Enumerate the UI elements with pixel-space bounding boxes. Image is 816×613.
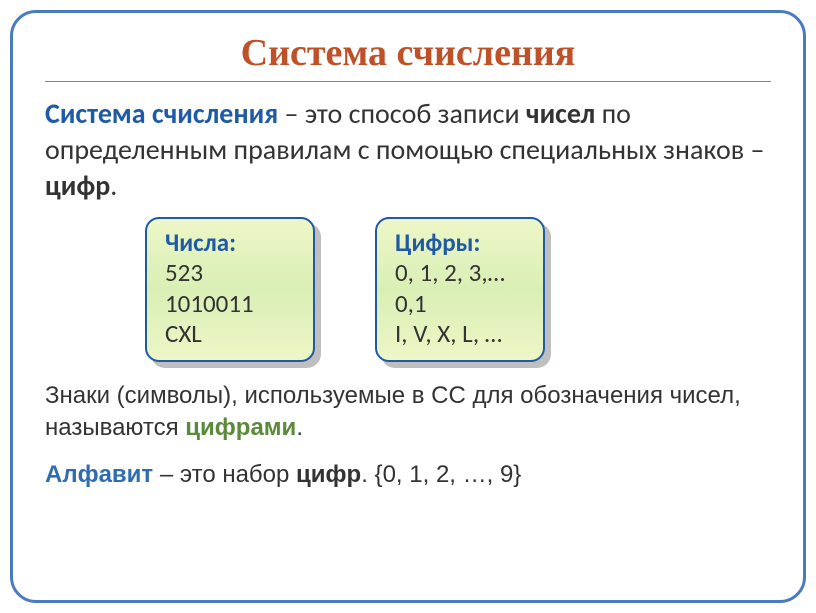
box-digits-line-2: 0,1 (395, 289, 525, 320)
box-digits: Цифры: 0, 1, 2, 3,… 0,1 I, V, X, L, … (375, 217, 545, 362)
definition-emph-2: цифр (45, 168, 110, 203)
alphabet-emph: цифр (296, 461, 361, 488)
alphabet-line: Алфавит – это набор цифр. {0, 1, 2, …, 9… (45, 461, 771, 489)
box-numbers-title: Числа: (165, 227, 295, 258)
box-numbers-line-2: 1010011 (165, 289, 295, 320)
definition-text-1: – это способ записи (278, 96, 526, 131)
alphabet-text-2: . {0, 1, 2, …, 9} (361, 461, 521, 488)
slide-frame: Система счисления Система счисления – эт… (10, 10, 806, 603)
signs-text-2: . (296, 414, 303, 441)
signs-emph: цифрами (185, 414, 296, 441)
definition-term: Система счисления (45, 96, 278, 131)
alphabet-text-1: – это набор (153, 461, 296, 488)
box-numbers-line-3: CXL (165, 319, 295, 350)
box-digits-line-3: I, V, X, L, … (395, 319, 525, 350)
box-digits-wrap: Цифры: 0, 1, 2, 3,… 0,1 I, V, X, L, … (375, 217, 545, 362)
signs-paragraph: Знаки (символы), используемые в СС для о… (45, 380, 771, 443)
box-numbers-wrap: Числа: 523 1010011 CXL (145, 217, 315, 362)
box-digits-title: Цифры: (395, 227, 525, 258)
box-digits-line-1: 0, 1, 2, 3,… (395, 258, 525, 289)
definition-emph-1: чисел (526, 96, 595, 131)
example-boxes-row: Числа: 523 1010011 CXL Цифры: 0, 1, 2, 3… (145, 217, 771, 362)
slide-title: Система счисления (45, 31, 771, 75)
definition-text-3: . (110, 168, 117, 203)
definition-paragraph: Система счисления – это способ записи чи… (45, 96, 771, 203)
box-numbers-line-1: 523 (165, 258, 295, 289)
alphabet-term: Алфавит (45, 461, 153, 488)
signs-text-1: Знаки (символы), используемые в СС для о… (45, 382, 741, 441)
box-numbers: Числа: 523 1010011 CXL (145, 217, 315, 362)
title-underline (45, 81, 771, 82)
